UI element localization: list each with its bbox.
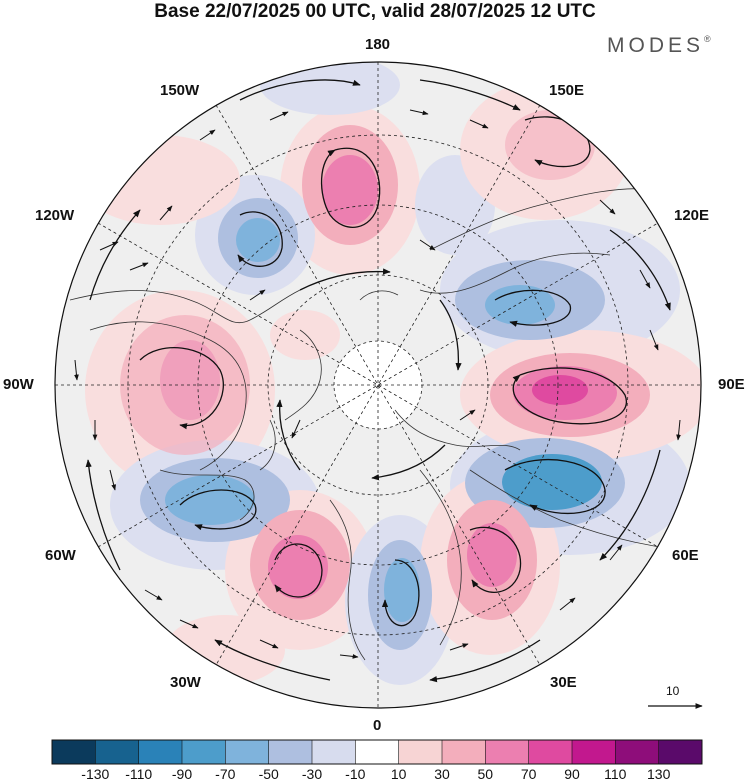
wind-vectors (74, 109, 681, 659)
colorbar-segment (528, 740, 573, 764)
colorbar-segment (442, 740, 486, 764)
colorbar-tick-label: -50 (258, 766, 279, 782)
map-title: Base 22/07/2025 00 UTC, valid 28/07/2025… (154, 1, 596, 22)
graticule (55, 62, 701, 708)
reference-vector-label: 10 (666, 684, 680, 698)
pos-anomaly-broad (80, 135, 240, 225)
colorbar-tick-label: -130 (81, 766, 110, 782)
colorbar-segment (182, 740, 226, 764)
registered-mark: ® (704, 34, 711, 44)
colorbar-segment (225, 740, 269, 764)
colorbar-tick-label: 70 (520, 766, 537, 782)
colorbar-tick-label: 90 (564, 766, 580, 782)
lon-label-120w: 120W (35, 207, 75, 224)
colorbar-segment (572, 740, 616, 764)
coastlines (69, 188, 681, 661)
colorbar-segment (398, 740, 443, 764)
colorbar-tick-label: 50 (477, 766, 494, 782)
colorbar-tick-label: 30 (434, 766, 450, 782)
lon-label-30w: 30W (170, 674, 201, 691)
colorbar-segment (615, 740, 659, 764)
colorbar-tick-label: 10 (390, 766, 407, 782)
colorbar-segment (52, 740, 96, 764)
colorbar-segment (95, 740, 139, 764)
colorbar-segment (355, 740, 399, 764)
lon-label-120e: 120E (674, 207, 710, 224)
lon-label-0: 0 (373, 717, 382, 734)
circulation-contours (85, 79, 671, 683)
map-boundary (54, 61, 702, 709)
anomaly-field (55, 62, 701, 708)
colorbar-segment (485, 740, 529, 764)
colorbar-tick-label: 110 (604, 766, 627, 782)
lon-label-60w: 60W (45, 547, 76, 564)
colorbar-tick-label: 130 (647, 766, 671, 782)
colorbar-segment (658, 740, 703, 764)
colorbar-tick-label: -110 (125, 766, 153, 782)
lon-label-90e: 90E (718, 376, 745, 393)
colorbar-segment (138, 740, 183, 764)
lon-label-150w: 150W (160, 82, 200, 99)
colorbar-segment (268, 740, 313, 764)
modes-logo: MODES® (607, 34, 711, 58)
lon-label-60e: 60E (672, 547, 699, 564)
colorbar-tick-label: -10 (345, 766, 366, 782)
lon-label-180: 180 (365, 36, 391, 53)
colorbar-tick-label: -70 (215, 766, 236, 782)
lon-label-30e: 30E (550, 674, 577, 691)
colorbar-tick-label: -90 (171, 766, 193, 782)
pos-anomaly-broad (270, 310, 340, 360)
brand-name: MODES (607, 34, 705, 57)
colorbar (51, 739, 703, 765)
lon-label-150e: 150E (549, 82, 585, 99)
colorbar-frame (51, 739, 703, 765)
lon-label-90w: 90W (3, 376, 34, 393)
colorbar-segment (312, 740, 356, 764)
colorbar-tick-label: -30 (301, 766, 323, 782)
